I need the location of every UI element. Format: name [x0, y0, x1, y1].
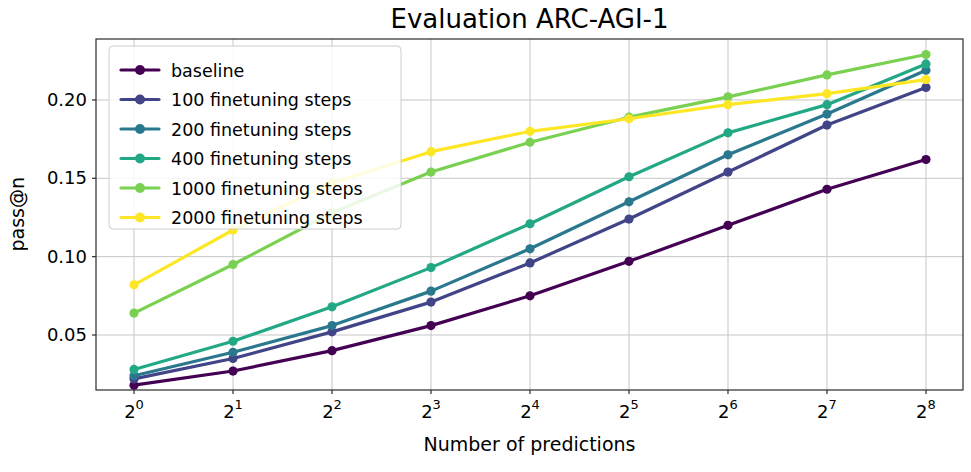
legend-swatch-marker	[135, 65, 145, 75]
x-tick-label: 21	[223, 397, 243, 422]
data-point	[624, 214, 633, 223]
x-axis-label: Number of predictions	[96, 433, 963, 455]
data-point	[426, 167, 435, 176]
data-point	[426, 287, 435, 296]
legend-label: 400 finetuning steps	[171, 149, 352, 169]
data-point	[624, 257, 633, 266]
data-point	[426, 147, 435, 156]
data-point	[525, 291, 534, 300]
data-point	[228, 348, 237, 357]
legend-swatch-marker	[135, 183, 145, 193]
legend-swatch-marker	[135, 124, 145, 134]
data-point	[525, 258, 534, 267]
chart-title: Evaluation ARC-AGI-1	[96, 4, 963, 34]
chart-figure: 20 21 22 23 24 25 26 27 28 0.05 0.10 0.15 0.20 baseli…	[0, 0, 971, 472]
y-tick-label: 0.20	[47, 89, 87, 110]
data-point	[921, 50, 930, 59]
data-point	[327, 346, 336, 355]
y-tick-label: 0.15	[47, 167, 87, 188]
x-tick-label: 22	[322, 397, 342, 422]
data-point	[426, 263, 435, 272]
data-point	[723, 100, 732, 109]
legend: baseline 100 finetuning steps 200 finetuni…	[109, 46, 401, 229]
data-point	[723, 167, 732, 176]
x-tick-label: 28	[916, 397, 936, 422]
x-tick-label: 26	[718, 397, 738, 422]
legend-swatch-marker	[135, 213, 145, 223]
legend-swatch-marker	[135, 95, 145, 105]
data-point	[822, 100, 831, 109]
y-tick-label: 0.10	[47, 246, 87, 267]
data-point	[228, 366, 237, 375]
data-point	[723, 150, 732, 159]
data-point	[624, 172, 633, 181]
data-point	[228, 260, 237, 269]
x-tick-label: 27	[817, 397, 837, 422]
data-point	[426, 297, 435, 306]
data-point	[723, 128, 732, 137]
y-axis-label-wrap: pass@n	[4, 39, 30, 390]
data-point	[921, 75, 930, 84]
data-point	[426, 321, 435, 330]
x-tick-label: 25	[619, 397, 639, 422]
data-point	[525, 127, 534, 136]
data-point	[525, 138, 534, 147]
legend-swatch-marker	[135, 154, 145, 164]
data-point	[822, 89, 831, 98]
data-point	[327, 321, 336, 330]
data-point	[129, 280, 138, 289]
legend-label: 200 finetuning steps	[171, 120, 352, 140]
data-point	[525, 244, 534, 253]
y-axis-label: pass@n	[6, 177, 28, 252]
data-point	[921, 155, 930, 164]
data-point	[822, 70, 831, 79]
x-tick-label: 20	[124, 397, 144, 422]
data-point	[921, 59, 930, 68]
legend-label: 100 finetuning steps	[171, 90, 352, 110]
legend-label: 1000 finetuning steps	[171, 179, 363, 199]
legend-label: 2000 finetuning steps	[171, 208, 363, 228]
data-point	[525, 219, 534, 228]
x-tick-label: 23	[421, 397, 441, 422]
chart-svg: 20 21 22 23 24 25 26 27 28 0.05 0.10 0.15 0.20 baseli…	[0, 0, 971, 472]
data-point	[129, 365, 138, 374]
data-point	[624, 197, 633, 206]
data-point	[822, 120, 831, 129]
data-point	[723, 92, 732, 101]
data-point	[129, 308, 138, 317]
data-point	[921, 83, 930, 92]
data-point	[327, 302, 336, 311]
data-point	[624, 114, 633, 123]
y-tick-label: 0.05	[47, 324, 87, 345]
data-point	[723, 221, 732, 230]
data-point	[822, 185, 831, 194]
x-tick-label: 24	[520, 397, 540, 422]
data-point	[228, 337, 237, 346]
legend-label: baseline	[171, 61, 244, 81]
data-point	[822, 109, 831, 118]
